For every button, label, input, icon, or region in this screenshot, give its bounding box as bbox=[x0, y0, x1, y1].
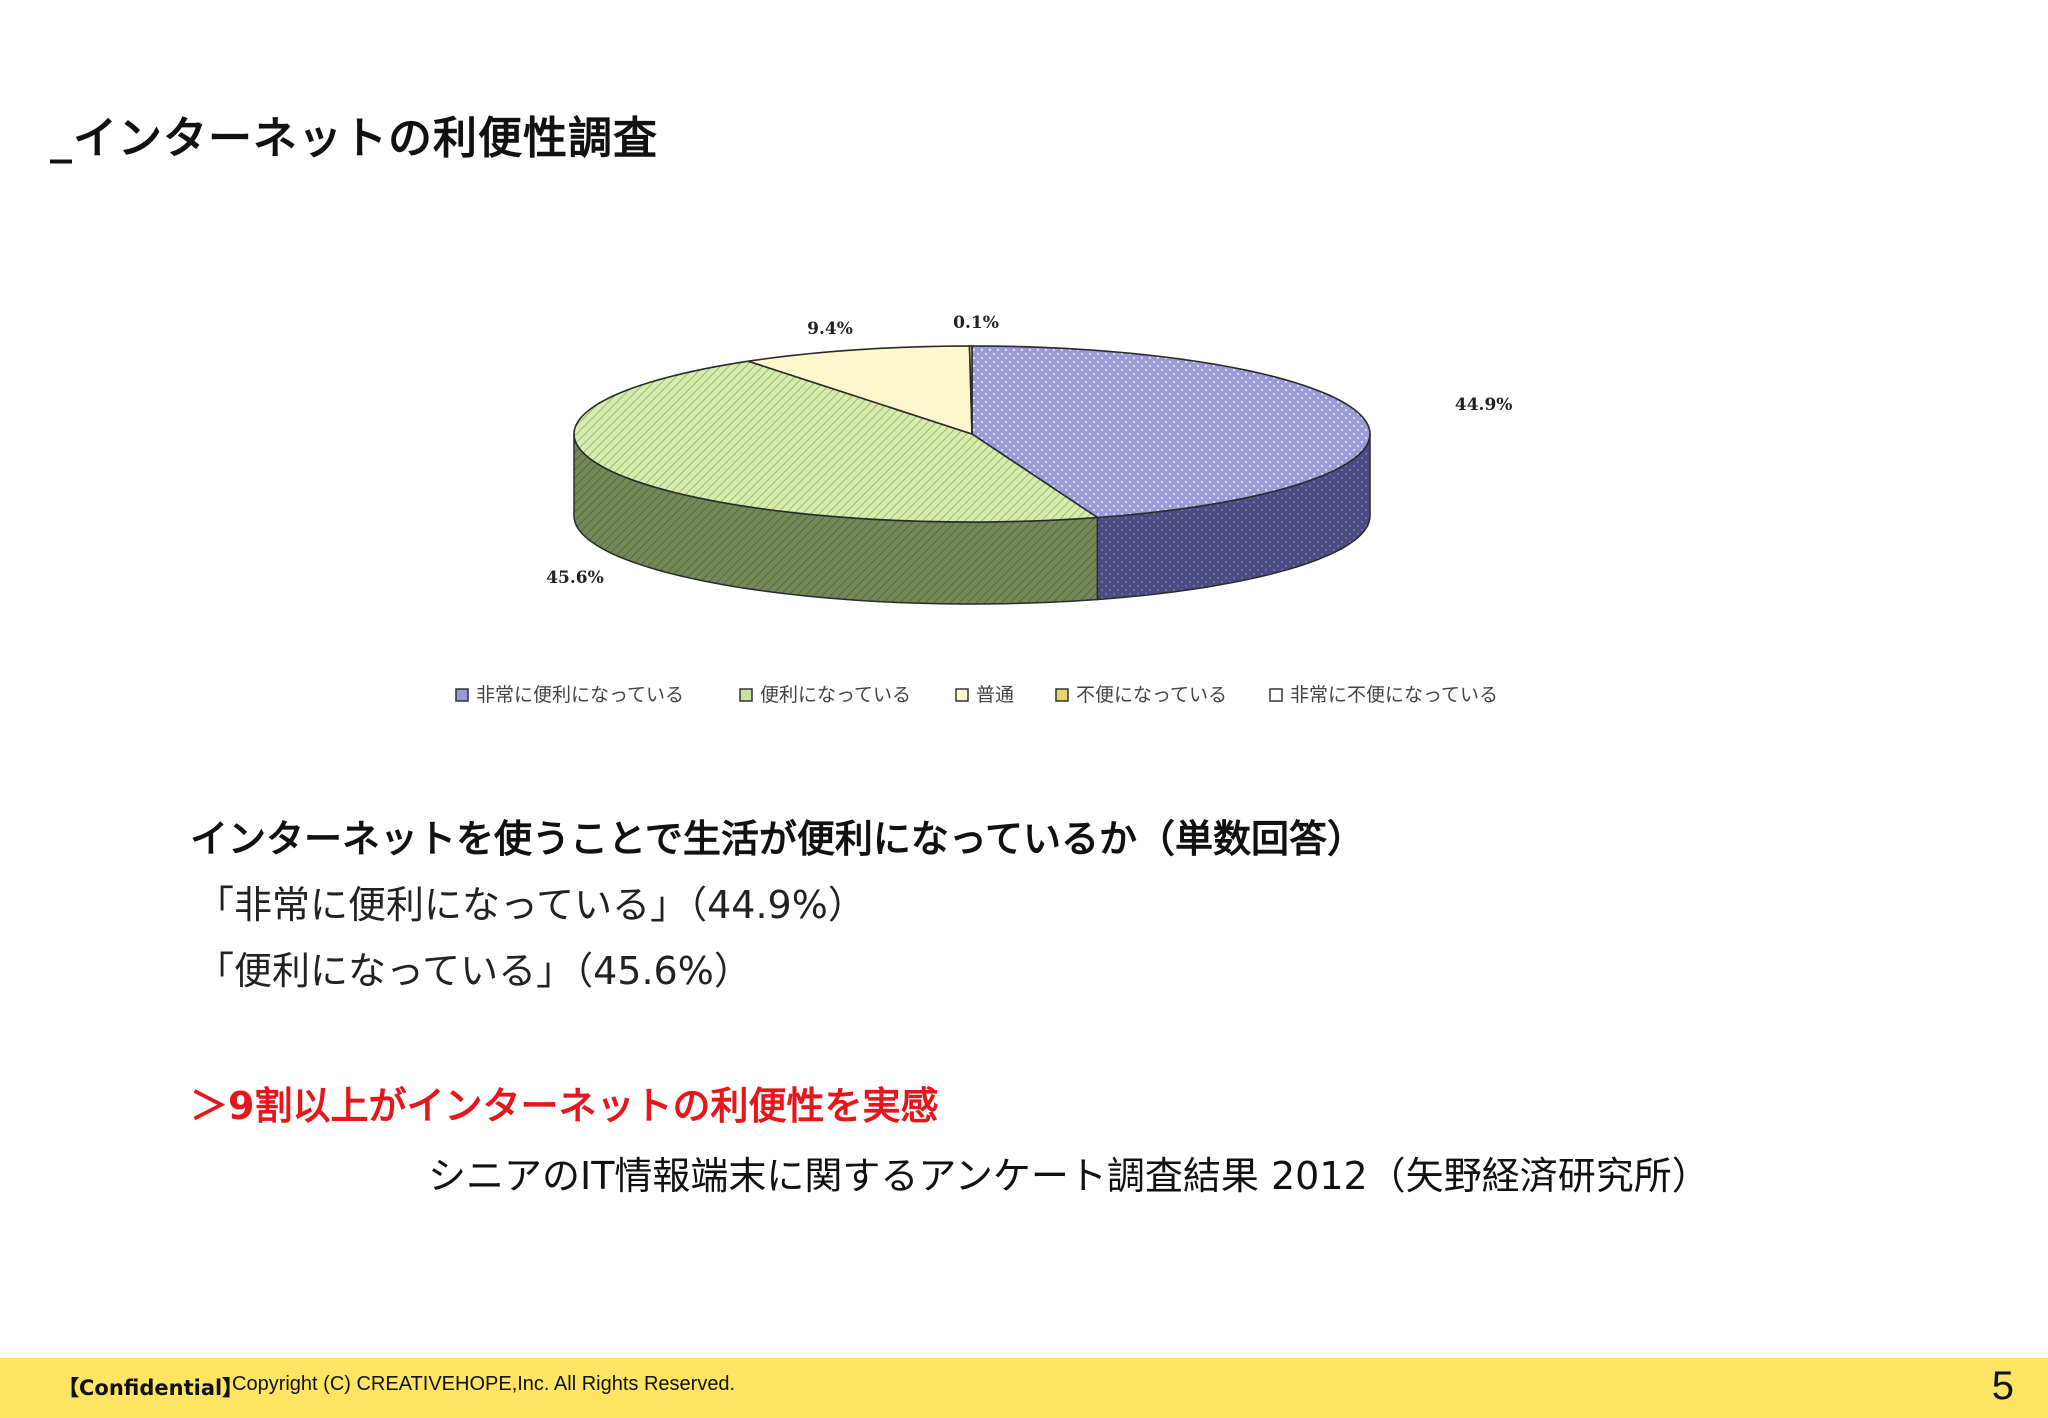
pie-label-2: 9.4% bbox=[807, 319, 853, 339]
legend-swatch-0 bbox=[455, 688, 469, 702]
pie-tops bbox=[573, 345, 1371, 523]
legend-label-3: 不便になっている bbox=[1076, 684, 1227, 706]
source-citation: シニアのIT情報端末に関するアンケート調査結果 2012（矢野経済研究所） bbox=[428, 1154, 1710, 1198]
pie-labels: 44.9% 45.6% 9.4% 0.1% bbox=[546, 313, 1512, 588]
conclusion-text: ＞9割以上がインターネットの利便性を実感 bbox=[190, 1084, 939, 1128]
legend-label-1: 便利になっている bbox=[760, 684, 911, 706]
legend-swatch-4 bbox=[1269, 688, 1283, 702]
legend-swatch-3 bbox=[1055, 688, 1069, 702]
pie-slice-0 bbox=[971, 345, 1371, 519]
page-number: 5 bbox=[1991, 1364, 2014, 1408]
answer-convenient: 「便利になっている」（45.6%） bbox=[196, 949, 752, 993]
answer-very-convenient: 「非常に便利になっている」（44.9%） bbox=[196, 883, 866, 927]
footer-confidential: 【Confidential】 bbox=[58, 1376, 244, 1400]
legend-label-4: 非常に不便になっている bbox=[1290, 684, 1498, 706]
pie-label-0: 44.9% bbox=[1455, 395, 1513, 415]
chart-legend: 非常に便利になっている 便利になっている 普通 不便になっている 非常に不便になっている bbox=[455, 684, 1498, 706]
pie-slice-2 bbox=[748, 345, 973, 436]
pie-chart: 44.9% 45.6% 9.4% 0.1% 非常に便利になっている 便利になっている 普通… bbox=[455, 313, 1512, 706]
pie-label-3: 0.1% bbox=[953, 313, 999, 333]
footer-bar: 【Confidential】 Copyright (C) CREATIVEHOP… bbox=[0, 1358, 2048, 1418]
legend-label-0: 非常に便利になっている bbox=[476, 684, 684, 706]
survey-question: インターネットを使うことで生活が便利になっているか（単数回答） bbox=[190, 817, 1365, 861]
footer-copyright: Copyright (C) CREATIVEHOPE,Inc. All Righ… bbox=[232, 1373, 736, 1395]
slide-title: _インターネットの利便性調査 bbox=[50, 113, 658, 164]
legend-label-2: 普通 bbox=[976, 684, 1014, 706]
pie-label-1: 45.6% bbox=[546, 568, 604, 588]
pie-slice-3 bbox=[968, 345, 973, 435]
legend-swatch-2 bbox=[955, 688, 969, 702]
legend-swatch-1 bbox=[739, 688, 753, 702]
pie-slice-1 bbox=[573, 360, 1100, 523]
